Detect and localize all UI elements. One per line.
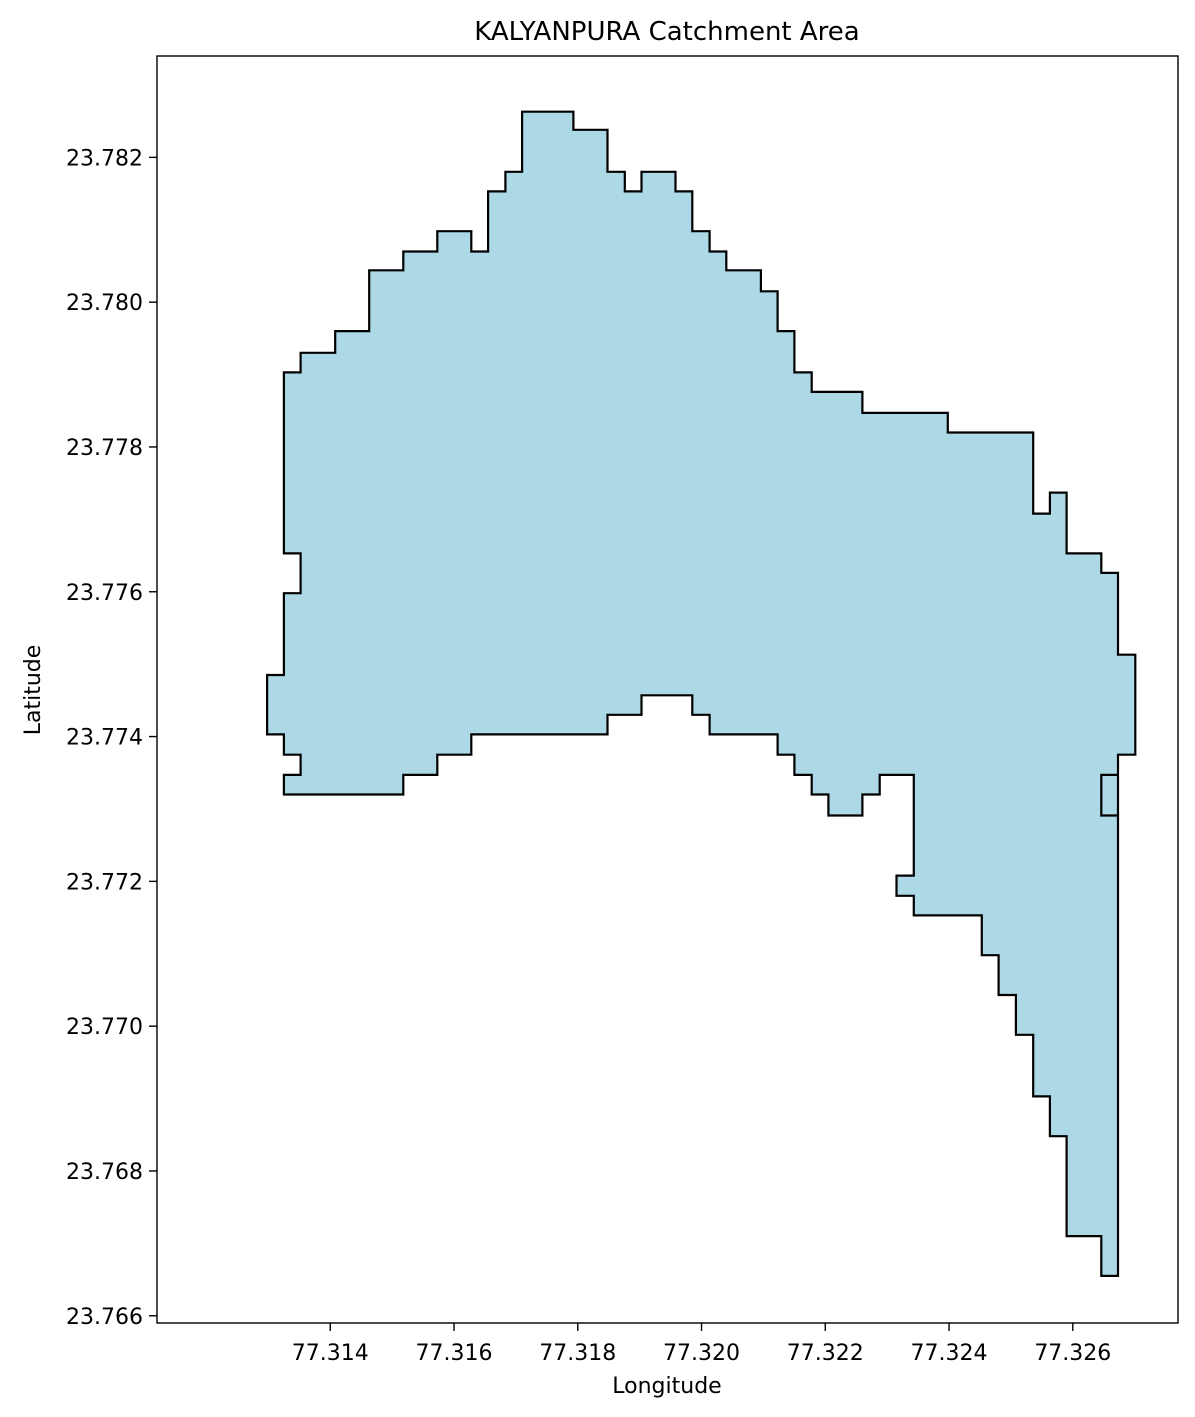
x-tick-label: 77.326 bbox=[1034, 1341, 1111, 1366]
x-tick-label: 77.320 bbox=[663, 1341, 740, 1366]
x-axis-title: Longitude bbox=[612, 1374, 721, 1399]
y-tick-label: 23.780 bbox=[66, 291, 143, 316]
catchment-polygon bbox=[266, 110, 1137, 1278]
y-tick-label: 23.768 bbox=[66, 1160, 143, 1185]
x-tick-label: 77.314 bbox=[292, 1341, 369, 1366]
y-tick-label: 23.770 bbox=[66, 1015, 143, 1040]
y-tick-label: 23.774 bbox=[66, 726, 143, 751]
x-tick-label: 77.322 bbox=[787, 1341, 864, 1366]
y-tick-label: 23.782 bbox=[66, 146, 143, 171]
y-axis-title: Latitude bbox=[21, 645, 46, 736]
y-tick-label: 23.776 bbox=[66, 581, 143, 606]
x-tick-label: 77.318 bbox=[539, 1341, 616, 1366]
y-tick-label: 23.766 bbox=[66, 1305, 143, 1330]
y-tick-label: 23.772 bbox=[66, 870, 143, 895]
x-tick-label: 77.316 bbox=[416, 1341, 493, 1366]
x-tick-label: 77.324 bbox=[911, 1341, 988, 1366]
axes-frame bbox=[156, 55, 1179, 1324]
chart-title: KALYANPURA Catchment Area bbox=[474, 17, 859, 47]
y-tick-label: 23.778 bbox=[66, 436, 143, 461]
